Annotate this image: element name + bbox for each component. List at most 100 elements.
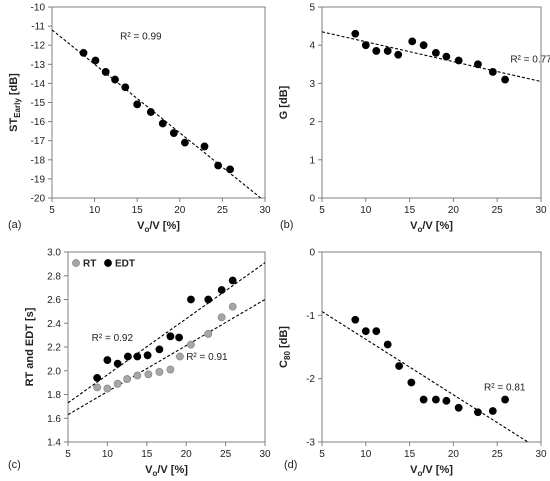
y-tick-label: 2.0 — [47, 366, 61, 377]
data-point — [501, 395, 509, 404]
panel-label: (c) — [8, 459, 21, 471]
x-tick-label: 5 — [49, 205, 55, 216]
x-tick-label: 20 — [448, 205, 460, 216]
data-point — [394, 50, 403, 59]
r-squared-label: R² = 0.77 — [510, 54, 550, 65]
data-point — [113, 359, 122, 368]
y-tick-label: 2.8 — [47, 271, 61, 282]
x-tick-label: 20 — [181, 449, 193, 460]
y-tick-label: -19 — [31, 174, 46, 185]
trend-line — [322, 311, 529, 442]
y-tick-label: -18 — [31, 155, 46, 166]
data-point — [91, 56, 100, 65]
x-tick-label: 20 — [448, 449, 460, 460]
y-tick-label: 2.6 — [47, 295, 61, 306]
y-axis-title: C80 [dB] — [278, 326, 292, 368]
x-tick-label: 30 — [259, 449, 271, 460]
series-1: R² = 0.99 — [52, 29, 262, 198]
x-tick-label: 5 — [319, 205, 325, 216]
x-tick-label: 15 — [404, 449, 416, 460]
legend-item-edt: EDT — [104, 259, 135, 270]
data-point — [158, 119, 167, 128]
data-point — [79, 48, 88, 57]
y-axis-title: G [dB] — [278, 85, 290, 119]
x-tick-label: 5 — [319, 449, 325, 460]
y-tick-label: -1 — [306, 311, 315, 322]
data-point — [488, 68, 497, 76]
data-point — [121, 83, 130, 92]
data-point — [133, 352, 142, 361]
r-squared-label: R² = 0.91 — [186, 352, 228, 363]
y-tick-label: 1.8 — [47, 390, 61, 401]
data-point — [143, 351, 152, 360]
data-point — [123, 375, 131, 383]
x-tick-label: 5 — [65, 449, 71, 460]
panel-label: (b) — [280, 219, 293, 231]
x-axis-title: Vo/V [%] — [410, 464, 453, 478]
r-squared-label: R² = 0.81 — [484, 383, 526, 394]
data-point — [419, 41, 428, 50]
data-point — [419, 395, 428, 404]
series-rt: R² = 0.91 — [68, 299, 265, 416]
trend-line — [68, 299, 265, 416]
x-tick-label: 20 — [174, 205, 186, 216]
data-point — [407, 378, 416, 387]
data-point — [204, 330, 213, 338]
legend-marker — [72, 259, 80, 267]
chart-panel-2: 5 10 15 20 25 30 0 1 2 3 4 5 Vo/V [%] G [dB] (b) R² = 0… — [278, 3, 550, 235]
legend-label: EDT — [115, 259, 135, 270]
y-tick-label: 3 — [309, 79, 315, 90]
data-point — [175, 333, 184, 342]
y-tick-label: 1 — [309, 155, 315, 166]
panel-label: (a) — [8, 219, 21, 231]
x-tick-label: 25 — [220, 449, 232, 460]
data-point — [395, 362, 403, 370]
data-point — [228, 302, 237, 311]
data-point — [111, 75, 119, 84]
y-tick-label: 1.4 — [47, 438, 61, 449]
chart-panel-3: 5 10 15 20 25 30 1.4 1.6 1.8 2.0 2.2 2.4 2.6 2.8 3.0 Vo… — [8, 248, 271, 479]
trend-line — [68, 262, 265, 404]
y-tick-label: 5 — [309, 3, 315, 14]
r-squared-label: R² = 0.92 — [92, 333, 134, 344]
data-point — [408, 37, 417, 46]
x-tick-label: 25 — [217, 205, 229, 216]
y-tick-label: -17 — [31, 136, 46, 147]
y-tick-label: -14 — [31, 79, 46, 90]
data-point — [155, 345, 164, 354]
data-point — [361, 41, 370, 50]
trend-line — [322, 31, 541, 83]
data-point — [501, 75, 509, 84]
y-tick-label: 2 — [309, 117, 315, 128]
y-tick-label: -20 — [31, 194, 46, 205]
plot-frame — [321, 251, 542, 443]
x-tick-label: 10 — [360, 449, 372, 460]
y-tick-label: -16 — [31, 117, 46, 128]
data-point — [155, 368, 164, 376]
legend-item-rt: RT — [72, 259, 96, 270]
data-point — [214, 161, 223, 170]
x-tick-label: 15 — [132, 205, 144, 216]
data-point — [175, 352, 184, 361]
data-point — [123, 352, 132, 361]
x-tick-label: 10 — [102, 449, 114, 460]
y-tick-label: 0 — [309, 194, 315, 205]
data-point — [488, 407, 497, 415]
data-point — [113, 379, 122, 388]
data-point — [442, 396, 451, 405]
y-axis-title: RT and EDT [s] — [24, 307, 36, 386]
data-point — [372, 327, 381, 336]
data-point — [144, 370, 153, 379]
data-point — [442, 52, 451, 61]
x-tick-label: 25 — [492, 449, 504, 460]
x-tick-label: 10 — [89, 205, 101, 216]
r-squared-label: R² = 0.99 — [120, 31, 162, 42]
y-tick-label: -2 — [306, 374, 315, 385]
data-point — [217, 286, 226, 294]
data-point — [187, 340, 195, 349]
y-tick-label: 4 — [309, 41, 315, 52]
data-point — [133, 100, 142, 109]
data-point — [226, 165, 234, 174]
data-point — [200, 142, 209, 151]
chart-panel-4: 5 10 15 20 25 30 -3 -2 -1 0 Vo/V [%] C80 [dB] (d) R² … — [278, 248, 547, 479]
